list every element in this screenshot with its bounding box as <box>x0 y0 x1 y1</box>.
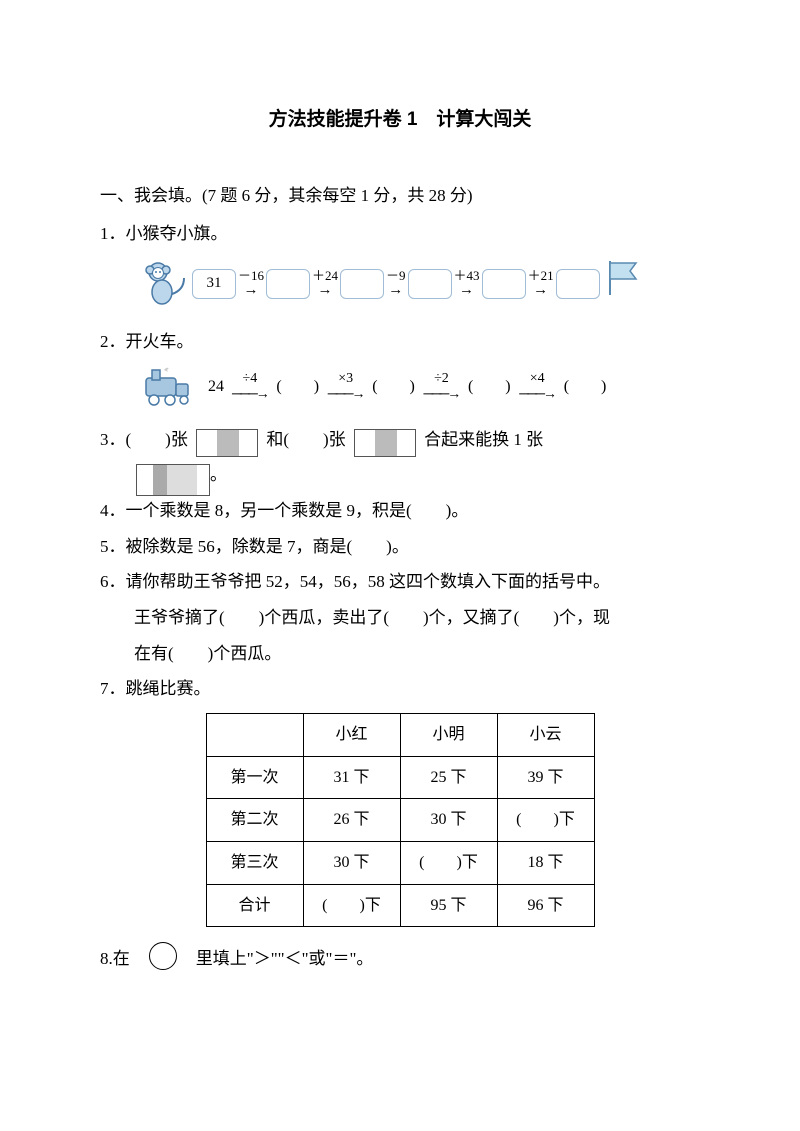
q2-op-1: ×3 <box>338 371 353 386</box>
table-cell: ( )下 <box>303 884 400 927</box>
paren-blank: ( ) <box>467 370 511 404</box>
table-cell: 合计 <box>206 884 303 927</box>
arrow-icon: → <box>533 283 548 298</box>
table-cell: 95 下 <box>400 884 497 927</box>
paren-blank: ( ) <box>276 370 320 404</box>
table-row: 小红 小明 小云 <box>206 714 594 757</box>
arrow-icon: ───→ <box>232 387 268 402</box>
q1-op-0: －16 <box>238 269 264 282</box>
table-cell: 39 下 <box>497 756 594 799</box>
monkey-icon <box>140 258 192 310</box>
paren-blank: ( ) <box>563 370 607 404</box>
arrow-icon: → <box>459 283 474 298</box>
table-header: 小红 <box>303 714 400 757</box>
q1-op-2: －9 <box>386 269 406 282</box>
banknote-large-icon <box>136 464 210 496</box>
blank-circle-icon <box>149 942 177 970</box>
arrow-icon: ───→ <box>519 387 555 402</box>
q1-blank-box <box>408 269 452 299</box>
arrow-icon: ───→ <box>328 387 364 402</box>
q1-label: 1．小猴夺小旗。 <box>100 216 700 252</box>
q8-text-post: 里填上"＞""＜"或"＝"。 <box>179 949 374 968</box>
table-cell: 第三次 <box>206 841 303 884</box>
table-row: 第一次 31 下 25 下 39 下 <box>206 756 594 799</box>
q6-line3: 在有( )个西瓜。 <box>100 636 700 672</box>
table-header: 小明 <box>400 714 497 757</box>
arrow-icon: → <box>388 283 403 298</box>
flag-icon <box>606 257 640 310</box>
table-cell: 25 下 <box>400 756 497 799</box>
q2-op-2: ÷2 <box>434 371 449 386</box>
q2-start: 24 <box>208 370 224 404</box>
q3-mid1: 和( )张 <box>266 430 345 449</box>
table-header <box>206 714 303 757</box>
q3-mid2: 合起来能换 1 张 <box>424 430 543 449</box>
q6-line1: 6．请你帮助王爷爷把 52，54，56，58 这四个数填入下面的括号中。 <box>100 564 700 600</box>
train-icon <box>140 366 196 408</box>
table-cell: ( )下 <box>400 841 497 884</box>
q7-label: 7．跳绳比赛。 <box>100 671 700 707</box>
table-row: 合计 ( )下 95 下 96 下 <box>206 884 594 927</box>
table-cell: 第一次 <box>206 756 303 799</box>
q1-blank-box <box>340 269 384 299</box>
arrow-icon: ───→ <box>424 387 460 402</box>
table-row: 第三次 30 下 ( )下 18 下 <box>206 841 594 884</box>
arrow-icon: → <box>318 283 333 298</box>
table-cell: 31 下 <box>303 756 400 799</box>
table-cell: 26 下 <box>303 799 400 842</box>
q2-row: 24 ÷4───→ ( ) ×3───→ ( ) ÷2───→ ( ) ×4──… <box>140 366 700 408</box>
q1-op-4: ＋21 <box>528 269 554 282</box>
table-row: 第二次 26 下 30 下 ( )下 <box>206 799 594 842</box>
q1-chain: 31 －16→ ＋24→ －9→ ＋43→ ＋21→ <box>140 257 700 310</box>
banknote-icon <box>354 429 416 457</box>
q1-op-3: ＋43 <box>454 269 480 282</box>
q7-table: 小红 小明 小云 第一次 31 下 25 下 39 下 第二次 26 下 30 … <box>206 713 595 927</box>
q2-op-0: ÷4 <box>243 371 258 386</box>
q8-text-pre: 8.在 <box>100 949 147 968</box>
q6-line2: 王爷爷摘了( )个西瓜，卖出了( )个，又摘了( )个，现 <box>100 600 700 636</box>
q3-prefix: 3．( )张 <box>100 430 188 449</box>
table-cell: 96 下 <box>497 884 594 927</box>
table-header: 小云 <box>497 714 594 757</box>
q1-op-1: ＋24 <box>312 269 338 282</box>
paren-blank: ( ) <box>372 370 416 404</box>
q2-op-3: ×4 <box>530 371 545 386</box>
q1-blank-box <box>482 269 526 299</box>
q1-start-box: 31 <box>192 269 236 299</box>
q8: 8.在 里填上"＞""＜"或"＝"。 <box>100 941 700 977</box>
q2-label: 2．开火车。 <box>100 324 700 360</box>
q5: 5．被除数是 56，除数是 7，商是( )。 <box>100 529 700 565</box>
table-cell: 18 下 <box>497 841 594 884</box>
table-cell: 30 下 <box>400 799 497 842</box>
table-cell: ( )下 <box>497 799 594 842</box>
q4: 4．一个乘数是 8，另一个乘数是 9，积是( )。 <box>100 493 700 529</box>
page-title: 方法技能提升卷 1 计算大闯关 <box>100 100 700 140</box>
section-1-heading: 一、我会填。(7 题 6 分，其余每空 1 分，共 28 分) <box>100 178 700 214</box>
table-cell: 30 下 <box>303 841 400 884</box>
table-cell: 第二次 <box>206 799 303 842</box>
q1-blank-box <box>266 269 310 299</box>
banknote-icon <box>196 429 258 457</box>
q3: 3．( )张 和( )张 合起来能换 1 张 。 <box>100 422 700 493</box>
arrow-icon: → <box>244 283 259 298</box>
q1-blank-box <box>556 269 600 299</box>
